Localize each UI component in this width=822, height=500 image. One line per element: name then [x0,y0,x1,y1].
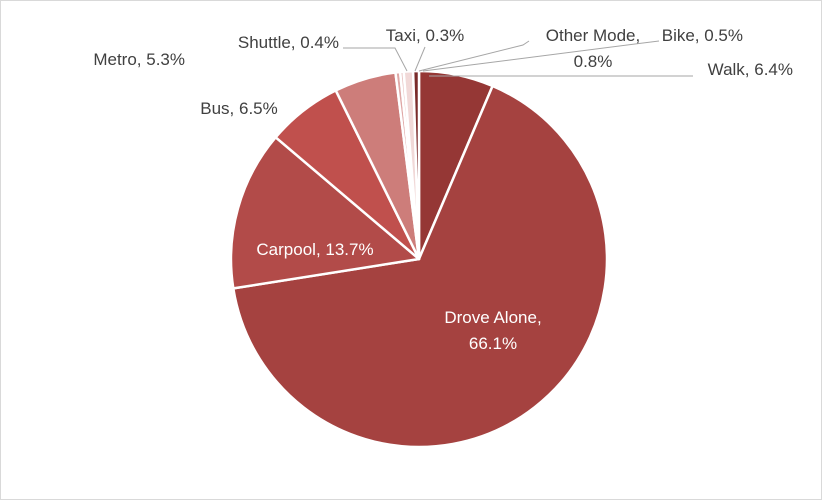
data-label-drove-alone-line2: 66.1% [469,334,517,353]
data-label-metro: Metro, 5.3% [93,50,185,69]
leader-line-shuttle [343,47,408,72]
data-label-other-mode-line2: 0.8% [574,52,613,71]
data-label-other-mode: Other Mode, [546,26,641,45]
data-label-walk: Walk, 6.4% [708,60,793,79]
slice-bike [411,69,421,261]
data-label-bus: Bus, 6.5% [200,99,278,118]
data-label-taxi: Taxi, 0.3% [386,26,464,45]
leader-line-bike [422,40,660,72]
data-label-drove-alone: Drove Alone, [444,308,541,327]
leader-line-taxi [414,46,426,72]
data-label-bike: Bike, 0.5% [662,26,743,45]
data-labels: Walk, 6.4% Drove Alone, 66.1% Carpool, 13.7… [93,26,793,353]
leader-lines [343,40,693,77]
data-label-shuttle: Shuttle, 0.4% [238,33,339,52]
slice-drove-alone [232,84,609,449]
leader-line-other-mode [418,40,530,72]
pie-slices [229,69,609,449]
slice-carpool [229,136,421,290]
data-label-carpool: Carpool, 13.7% [256,240,373,259]
